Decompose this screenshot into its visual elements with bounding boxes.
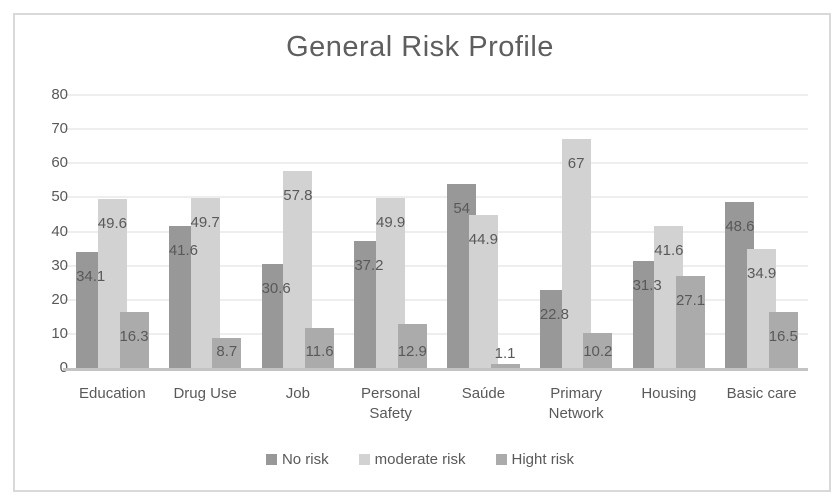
bar-hight-risk-housing [676, 275, 706, 368]
x-axis-category-label-job: Job [285, 385, 310, 402]
legend-swatch-icon [358, 454, 370, 465]
bar-moderate-risk-sa-de [468, 214, 498, 368]
x-axis-category-label-basic-care: Basic care [726, 385, 797, 402]
x-axis-line [63, 368, 808, 371]
data-label-no-risk-sa-de: 54 [453, 199, 471, 217]
y-axis-tick-label-0: 0 [28, 359, 68, 377]
x-axis-category-label-primary-network: Primary Network [548, 385, 604, 422]
legend: No risk moderate risk Hight risk [0, 451, 840, 468]
y-axis-tick-label-50: 50 [51, 188, 68, 206]
x-axis-category-label-personal-safety: Personal Safety [361, 385, 421, 422]
data-label-moderate-risk-education: 49.6 [97, 214, 127, 232]
data-label-no-risk-primary-network: 22.8 [539, 306, 570, 324]
bar-hight-risk-basic-care [768, 311, 798, 368]
data-label-no-risk-housing: 31.3 [632, 277, 662, 295]
bar-hight-risk-primary-network [583, 333, 613, 368]
legend-label: Hight risk [511, 451, 575, 468]
y-axis-tick-label-40: 40 [51, 222, 68, 240]
gridline-60 [64, 162, 808, 165]
data-label-hight-risk-job: 11.6 [305, 343, 334, 360]
x-axis-category-label-sa-de: Saúde [461, 385, 506, 402]
data-label-no-risk-job: 30.6 [261, 279, 291, 297]
y-axis-tick-label-70: 70 [51, 120, 68, 138]
data-label-moderate-risk-housing: 41.6 [654, 242, 684, 260]
data-label-hight-risk-primary-network: 10.2 [583, 343, 613, 360]
data-label-no-risk-basic-care: 48.6 [725, 218, 755, 236]
y-axis-tick-label-60: 60 [51, 154, 68, 172]
x-axis-category-label-drug-use: Drug Use [173, 385, 237, 402]
bar-hight-risk-personal-safety [397, 323, 427, 368]
x-axis-category-label-education: Education [79, 385, 146, 402]
data-label-hight-risk-personal-safety: 12.9 [397, 343, 427, 360]
bar-hight-risk-education [119, 312, 149, 368]
x-axis-category-label-housing: Housing [641, 385, 697, 402]
data-label-moderate-risk-job: 57.8 [283, 186, 313, 204]
chart-frame [13, 13, 831, 492]
gridline-70 [64, 128, 808, 131]
gridline-20 [64, 298, 808, 301]
legend-item-moderate-risk: moderate risk [358, 451, 466, 468]
data-label-hight-risk-sa-de: 1.1 [494, 345, 516, 363]
bar-hight-risk-sa-de [490, 364, 520, 368]
legend-swatch-icon [265, 454, 277, 465]
legend-label: No risk [281, 451, 329, 468]
chart-title: General Risk Profile [286, 31, 554, 63]
bar-hight-risk-drug-use [212, 338, 242, 368]
gridline-30 [64, 264, 808, 267]
data-label-moderate-risk-sa-de: 44.9 [468, 230, 498, 248]
data-label-hight-risk-education: 16.3 [119, 328, 149, 346]
data-label-moderate-risk-primary-network: 67 [567, 155, 585, 173]
y-axis-tick-label-10: 10 [51, 324, 68, 342]
y-axis-tick-label-20: 20 [51, 290, 68, 308]
y-axis-tick-label-30: 30 [51, 256, 68, 274]
legend-item-hight-risk: Hight risk [495, 451, 575, 468]
data-label-hight-risk-basic-care: 16.5 [768, 327, 798, 345]
data-label-no-risk-personal-safety: 37.2 [354, 257, 384, 275]
gridline-10 [64, 332, 808, 335]
y-axis-tick-label-80: 80 [51, 86, 68, 103]
gridline-80 [64, 94, 808, 96]
legend-label: moderate risk [374, 451, 466, 468]
legend-swatch-icon [495, 454, 507, 465]
data-label-moderate-risk-basic-care: 34.9 [747, 264, 777, 282]
gridline-50 [64, 196, 808, 199]
data-label-moderate-risk-personal-safety: 49.9 [376, 213, 406, 231]
data-label-hight-risk-drug-use: 8.7 [216, 343, 238, 360]
bar-hight-risk-job [305, 328, 335, 368]
data-label-moderate-risk-drug-use: 49.7 [190, 214, 220, 232]
bar-moderate-risk-primary-network [561, 139, 591, 368]
data-label-hight-risk-housing: 27.1 [675, 291, 706, 309]
data-label-no-risk-education: 34.1 [76, 267, 106, 285]
data-label-no-risk-drug-use: 41.6 [168, 242, 199, 260]
gridline-40 [64, 230, 808, 233]
legend-item-no-risk: No risk [265, 451, 329, 468]
